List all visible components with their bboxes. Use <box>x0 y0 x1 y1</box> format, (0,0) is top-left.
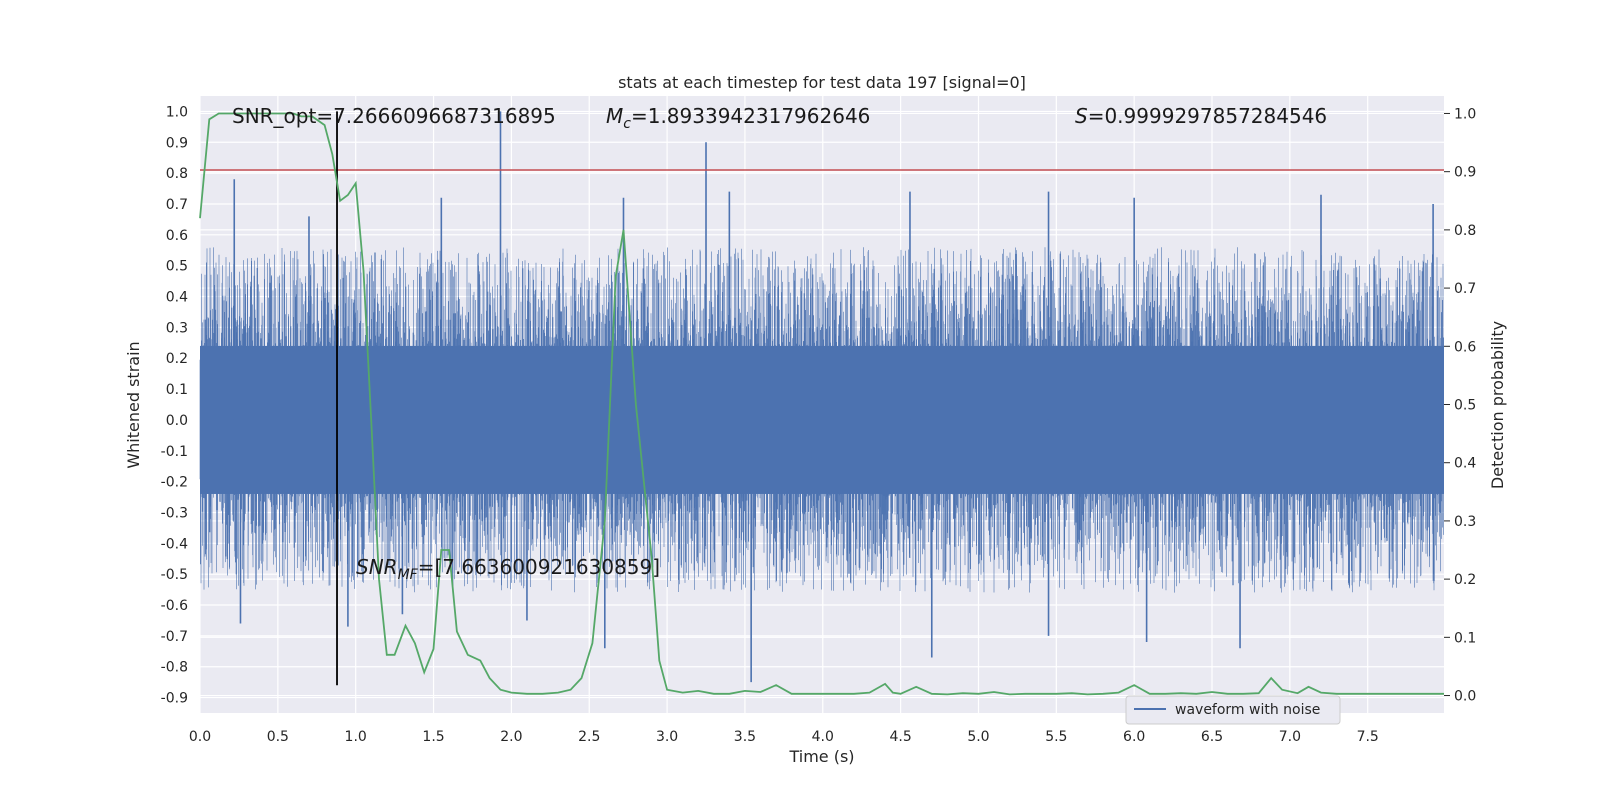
y-left-tick-label: -0.8 <box>161 660 188 676</box>
y-right-tick-label: 1.0 <box>1454 106 1476 122</box>
x-tick-label: 6.0 <box>1123 729 1145 745</box>
y-left-tick-label: 0.6 <box>166 228 188 244</box>
y-right-axis-label: Detection probability <box>1488 321 1507 489</box>
y-left-tick-label: 0.4 <box>166 290 188 306</box>
detection-probability-line <box>199 112 1444 696</box>
legend: waveform with noise <box>1125 695 1341 725</box>
y-right-tick-label: 0.3 <box>1454 514 1476 530</box>
y-left-tick-label: 0.5 <box>166 259 188 275</box>
x-tick-label: 0.0 <box>189 729 211 745</box>
y-left-tick-label: 1.0 <box>166 104 188 120</box>
y-left-tick-label: 0.9 <box>166 135 188 151</box>
y-right-tick-label: 0.7 <box>1454 281 1476 297</box>
x-axis-label: Time (s) <box>788 747 854 766</box>
y-left-tick-label: 0.2 <box>166 351 188 367</box>
y-left-axis-label: Whitened strain <box>124 341 143 468</box>
x-tick-label: 4.0 <box>812 729 834 745</box>
snr-opt-annotation: SNR_opt=7.2666096687316895 <box>232 104 556 128</box>
snr-mf-value: =[7.663600921630859] <box>418 555 660 579</box>
y-right-tick-label: 0.5 <box>1454 398 1476 414</box>
y-left-tick-label: 0.7 <box>166 197 188 213</box>
legend-box <box>1125 695 1341 725</box>
x-tick-label: 3.5 <box>734 729 756 745</box>
x-tick-label: 4.5 <box>889 729 911 745</box>
y-right-axis-ticks: 1.0 0.9 0.8 0.7 0.6 0.5 0.4 0.3 0.2 0.1 0.0 <box>1444 106 1476 705</box>
y-left-tick-label: -0.2 <box>161 475 188 491</box>
chart-title: stats at each timestep for test data 197… <box>618 73 1026 92</box>
snr-mf-annotation: SNRMF=[7.663600921630859] <box>356 555 660 583</box>
y-left-tick-label: -0.3 <box>161 505 188 521</box>
y-left-axis-ticks: 1.0 0.9 0.8 0.7 0.6 0.5 0.4 0.3 0.2 0.1 0.0 -0.1 -0.… <box>161 104 188 706</box>
y-right-tick-label: 0.9 <box>1454 165 1476 181</box>
x-tick-label: 6.5 <box>1201 729 1223 745</box>
x-tick-label: 1.5 <box>422 729 444 745</box>
y-left-tick-label: 0.3 <box>166 320 188 336</box>
legend-label-waveform: waveform with noise <box>1175 702 1320 718</box>
waveform-with-noise-series <box>199 111 1444 683</box>
y-right-tick-label: 0.2 <box>1454 572 1476 588</box>
s-value: =0.9999297857284546 <box>1088 104 1327 128</box>
x-tick-label: 7.0 <box>1279 729 1301 745</box>
detection-probability-series <box>199 112 1444 696</box>
y-right-tick-label: 0.1 <box>1454 630 1476 646</box>
y-left-tick-label: 0.1 <box>166 382 188 398</box>
y-left-tick-label: -0.7 <box>161 629 188 645</box>
s-annotation: S=0.9999297857284546 <box>1075 104 1327 128</box>
y-left-tick-label: -0.6 <box>161 598 188 614</box>
x-tick-label: 0.5 <box>267 729 289 745</box>
x-tick-label: 7.5 <box>1357 729 1379 745</box>
y-right-tick-label: 0.6 <box>1454 339 1476 355</box>
y-left-tick-label: -0.9 <box>161 691 188 707</box>
x-tick-label: 1.0 <box>345 729 367 745</box>
x-tick-label: 5.5 <box>1045 729 1067 745</box>
y-left-tick-label: -0.5 <box>161 567 188 583</box>
x-tick-label: 2.0 <box>500 729 522 745</box>
x-axis-ticks: 0.0 0.5 1.0 1.5 2.0 2.5 3.0 3.5 4.0 4.5 5.0 5.5 6.0 6… <box>189 729 1379 745</box>
y-right-tick-label: 0.0 <box>1454 689 1476 705</box>
y-right-tick-label: 0.8 <box>1454 223 1476 239</box>
overlay-lines <box>200 111 1444 686</box>
waveform-noise-core <box>200 345 1444 494</box>
y-left-tick-label: 0.0 <box>166 413 188 429</box>
x-tick-label: 2.5 <box>578 729 600 745</box>
y-right-tick-label: 0.4 <box>1454 456 1476 472</box>
x-tick-label: 3.0 <box>656 729 678 745</box>
chirp-mass-value: =1.8933942317962646 <box>631 104 870 128</box>
y-left-tick-label: -0.4 <box>161 536 188 552</box>
y-left-tick-label: -0.1 <box>161 444 188 460</box>
x-tick-label: 5.0 <box>967 729 989 745</box>
y-left-tick-label: 0.8 <box>166 166 188 182</box>
chirp-mass-annotation: Mc=1.8933942317962646 <box>606 104 870 132</box>
